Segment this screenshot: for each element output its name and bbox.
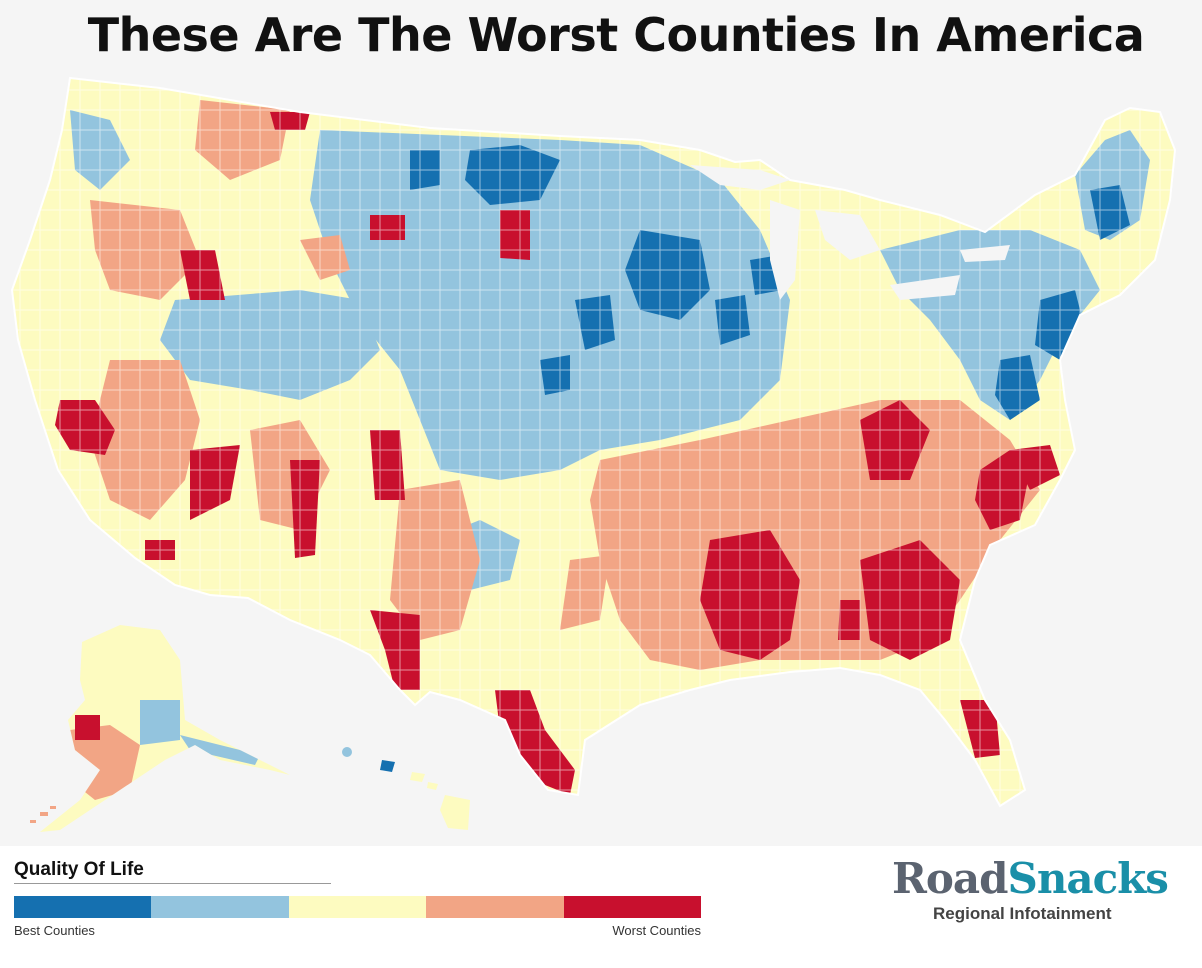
legend-swatch-worst — [563, 896, 702, 918]
brand-tagline: Regional Infotainment — [933, 904, 1112, 923]
roadsnacks-logo: RoadSnacks — [892, 858, 1169, 900]
map-title: These Are The Worst Counties In America — [87, 8, 1145, 62]
legend-swatch-average — [288, 896, 427, 918]
legend-divider — [14, 883, 331, 884]
legend-best-label: Best Counties — [14, 923, 95, 938]
us-county-choropleth-map — [10, 76, 1177, 832]
legend-swatch-best — [14, 896, 152, 918]
logo-snacks-text: Snacks — [1007, 854, 1169, 903]
legend-worst-label: Worst Counties — [612, 923, 701, 938]
alaska-map — [40, 625, 290, 832]
logo-road-text: Road — [892, 854, 1008, 903]
legend-color-scale — [14, 896, 702, 918]
aleutian-islands — [30, 806, 56, 823]
legend-title: Quality Of Life — [14, 859, 144, 880]
legend-swatch-above-average — [151, 896, 289, 918]
legend-swatch-below-average — [426, 896, 564, 918]
conus-outline — [10, 76, 1177, 808]
hawaii-map — [342, 747, 470, 830]
great-lakes — [690, 165, 1010, 300]
